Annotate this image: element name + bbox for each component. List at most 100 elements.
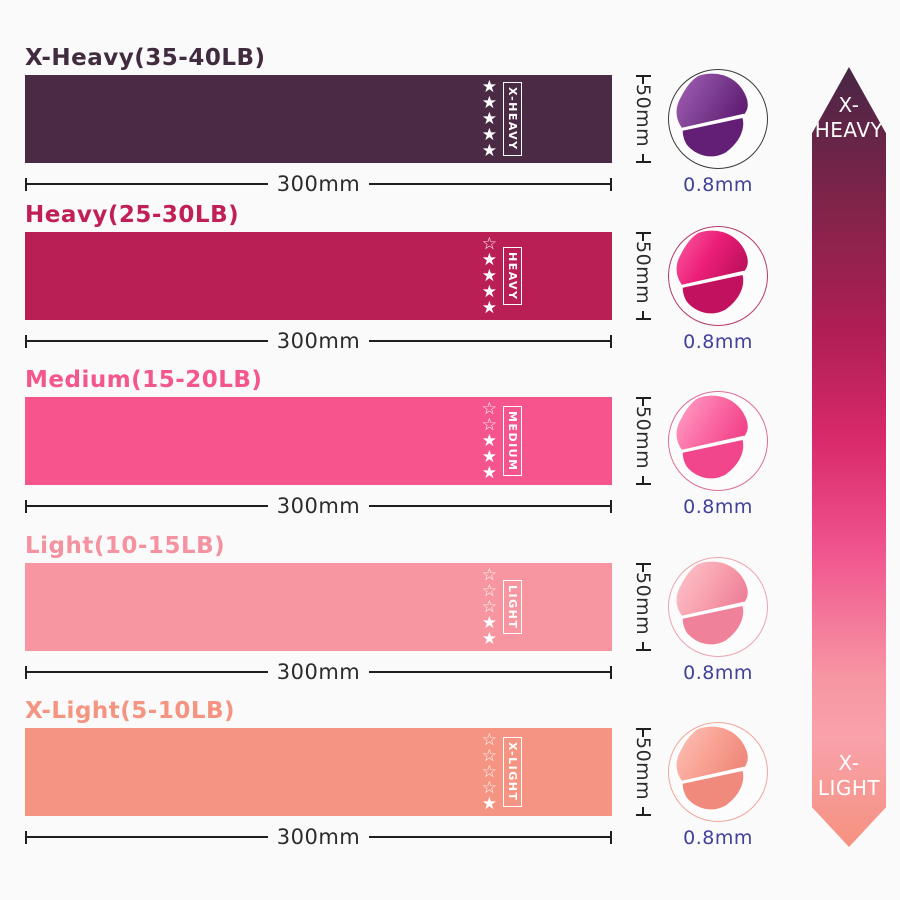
folded-band-illustration [676,395,748,479]
folded-band-photo [668,722,768,822]
dimension-tick [635,563,651,565]
strength-stars: ☆ ☆ ☆ ★ ★ [481,565,497,649]
folded-band-illustration [676,73,748,157]
height-dimension: 50mm [626,563,660,651]
dimension-line [642,807,644,814]
dimension-line [27,836,268,838]
thickness-detail: 0.8mm [668,226,768,353]
dimension-tick [610,665,612,679]
dimension-tick [635,318,651,320]
band-title: X-Light(5-10LB) [25,698,236,724]
star-filled-icon: ★ [481,250,497,270]
dimension-line [27,671,268,673]
resistance-band-bar: ☆ ☆ ☆ ★ ★ LIGHT [25,563,612,651]
strength-stars: ☆ ☆ ☆ ☆ ★ [481,730,497,814]
star-filled-icon: ★ [481,794,497,814]
dimension-line [369,505,610,507]
height-dimension-label: 50mm [632,737,654,801]
dimension-line [369,836,610,838]
star-filled-icon: ★ [481,613,497,633]
dimension-line [642,565,644,572]
dimension-tick [25,665,27,679]
height-dimension: 50mm [626,232,660,320]
width-dimension: 300mm [25,660,612,684]
strength-stars: ★ ★ ★ ★ ★ [481,77,497,161]
star-empty-icon: ☆ [481,597,497,617]
band-title: Light(10-15LB) [25,533,226,559]
folded-band-photo [668,226,768,326]
dimension-line [642,730,644,737]
band-marking: ☆ ☆ ★ ★ ★ MEDIUM [481,399,522,483]
star-filled-icon: ★ [481,109,497,129]
width-dimension-label: 300mm [276,494,361,518]
dimension-tick [610,830,612,844]
dimension-line [369,671,610,673]
thickness-detail: 0.8mm [668,391,768,518]
star-empty-icon: ☆ [481,415,497,435]
width-dimension: 300mm [25,329,612,353]
dimension-tick [25,334,27,348]
resistance-band-bar: ★ ★ ★ ★ ★ X-HEAVY [25,75,612,163]
star-filled-icon: ★ [481,266,497,286]
star-filled-icon: ★ [481,629,497,649]
band-marking: ☆ ☆ ☆ ★ ★ LIGHT [481,565,522,649]
star-filled-icon: ★ [481,125,497,145]
band-row: Medium(15-20LB) ☆ ☆ ★ ★ ★ MEDIUM 300mm 50mm [25,367,795,527]
star-filled-icon: ★ [481,447,497,467]
band-row: Heavy(25-30LB) ☆ ★ ★ ★ ★ HEAVY 300mm 50mm [25,202,795,362]
star-filled-icon: ★ [481,463,497,483]
star-empty-icon: ☆ [481,565,497,585]
folded-band-photo [668,69,768,169]
thickness-detail: 0.8mm [668,557,768,684]
star-empty-icon: ☆ [481,730,497,750]
band-strength-label: X-LIGHT [503,737,522,807]
height-dimension-label: 50mm [632,406,654,470]
thickness-detail: 0.8mm [668,722,768,849]
band-row: Light(10-15LB) ☆ ☆ ☆ ★ ★ LIGHT 300mm 50mm [25,533,795,693]
height-dimension-label: 50mm [632,241,654,305]
star-empty-icon: ☆ [481,399,497,419]
star-empty-icon: ☆ [481,746,497,766]
star-filled-icon: ★ [481,141,497,161]
width-dimension-label: 300mm [276,660,361,684]
resistance-band-bar: ☆ ☆ ☆ ☆ ★ X-LIGHT [25,728,612,816]
dimension-line [642,77,644,84]
width-dimension: 300mm [25,494,612,518]
band-marking: ★ ★ ★ ★ ★ X-HEAVY [481,77,522,161]
strength-stars: ☆ ★ ★ ★ ★ [481,236,497,317]
dimension-tick [635,397,651,399]
dimension-line [369,183,610,185]
width-dimension-label: 300mm [276,825,361,849]
dimension-tick [635,483,651,485]
band-strength-label: LIGHT [503,579,522,635]
resistance-band-bar: ☆ ★ ★ ★ ★ HEAVY [25,232,612,320]
star-empty-icon: ☆ [481,778,497,798]
folded-band-illustration [676,726,748,810]
dimension-tick [610,499,612,513]
dimension-line [642,154,644,161]
width-dimension-label: 300mm [276,172,361,196]
band-title: X-Heavy(35-40LB) [25,45,266,71]
star-filled-icon: ★ [481,77,497,97]
dimension-tick [635,728,651,730]
band-marking: ☆ ☆ ☆ ☆ ★ X-LIGHT [481,730,522,814]
dimension-tick [610,334,612,348]
dimension-tick [635,232,651,234]
height-dimension: 50mm [626,728,660,816]
dimension-line [369,340,610,342]
dimension-line [27,340,268,342]
height-dimension-label: 50mm [632,84,654,148]
band-row: X-Light(5-10LB) ☆ ☆ ☆ ☆ ★ X-LIGHT 300mm 50mm [25,698,795,858]
height-dimension: 50mm [626,75,660,163]
dimension-line [642,399,644,406]
band-strength-label: HEAVY [503,246,522,306]
height-dimension: 50mm [626,397,660,485]
thickness-label: 0.8mm [683,496,753,518]
width-dimension: 300mm [25,825,612,849]
folded-band-illustration [676,561,748,645]
thickness-label: 0.8mm [683,662,753,684]
dimension-line [642,476,644,483]
dimension-line [642,311,644,318]
strength-scale-arrow: X- HEAVY X- LIGHT [812,67,886,847]
